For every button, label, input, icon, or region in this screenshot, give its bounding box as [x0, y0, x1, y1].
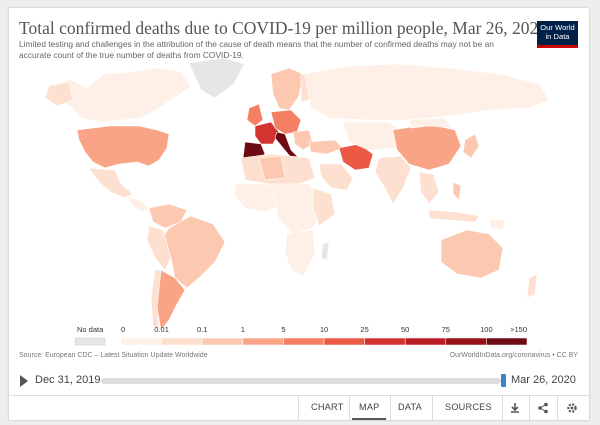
- timeline: Dec 31, 2019 Mar 26, 2020: [9, 370, 589, 392]
- legend-swatch: [486, 337, 528, 346]
- tab-divider: [502, 396, 503, 421]
- country-algeria[interactable]: [258, 155, 286, 181]
- map-legend: No data 0 0.01 0.1 1 5 10 25 50 75 100 >150: [74, 325, 528, 346]
- country-france[interactable]: [254, 121, 280, 145]
- share-icon[interactable]: [536, 401, 550, 415]
- tab-divider: [432, 396, 433, 421]
- chart-subtitle: Limited testing and challenges in the at…: [19, 39, 494, 60]
- legend-swatch: [323, 337, 365, 346]
- tab-chart[interactable]: CHART: [311, 402, 344, 412]
- play-icon[interactable]: [20, 375, 28, 387]
- legend-tick-label: 25: [360, 325, 368, 334]
- legend-tick-label: 0.01: [154, 325, 169, 334]
- country-russia[interactable]: [304, 63, 550, 121]
- legend-swatch: [161, 337, 203, 346]
- country-east-africa[interactable]: [312, 187, 336, 227]
- country-norway-sweden[interactable]: [270, 67, 304, 111]
- country-papua-new-guinea[interactable]: [488, 219, 506, 231]
- owid-logo[interactable]: Our World in Data: [537, 21, 578, 48]
- tab-divider: [349, 396, 350, 421]
- legend-swatch: [283, 337, 325, 346]
- legend-tick-label: 75: [442, 325, 450, 334]
- country-canada[interactable]: [48, 67, 192, 123]
- country-chile[interactable]: [150, 269, 162, 331]
- country-usa[interactable]: [76, 125, 170, 169]
- settings-icon[interactable]: [565, 401, 579, 415]
- country-india[interactable]: [374, 155, 412, 205]
- tab-bar: CHART MAP DATA SOURCES: [9, 395, 589, 421]
- legend-tick-label: >150: [510, 325, 527, 334]
- legend-tick-label: 0.1: [197, 325, 207, 334]
- legend-swatch: [364, 337, 406, 346]
- legend-swatch: [242, 337, 284, 346]
- timeline-track[interactable]: [101, 378, 501, 384]
- country-turkey[interactable]: [308, 139, 344, 155]
- country-uk-ireland[interactable]: [246, 103, 264, 127]
- country-indonesia[interactable]: [428, 209, 480, 223]
- chart-card: Total confirmed deaths due to COVID-19 p…: [9, 8, 589, 421]
- tab-divider: [390, 396, 391, 421]
- timeline-end-date: Mar 26, 2020: [511, 374, 576, 386]
- legend-tick-label: 5: [281, 325, 285, 334]
- country-southeast-asia[interactable]: [418, 171, 440, 205]
- tab-data[interactable]: DATA: [398, 402, 422, 412]
- legend-swatch: [201, 337, 244, 346]
- legend-swatch: [445, 337, 487, 346]
- legend-tick-label: 10: [320, 325, 328, 334]
- tab-map-active-indicator: [352, 418, 386, 420]
- country-southern-africa[interactable]: [284, 229, 316, 277]
- country-balkans[interactable]: [292, 129, 314, 151]
- timeline-handle[interactable]: [501, 374, 506, 387]
- source-link[interactable]: OurWorldInData.org/coronavirus • CC BY: [449, 352, 578, 359]
- legend-no-data-label: No data: [77, 325, 104, 334]
- country-saudi-arabia[interactable]: [318, 163, 354, 191]
- logo-line-1: Our World: [540, 23, 575, 32]
- country-mongolia[interactable]: [408, 117, 454, 129]
- country-kazakhstan-central-asia[interactable]: [342, 121, 406, 151]
- logo-line-2: in Data: [545, 31, 570, 41]
- tab-divider: [529, 396, 530, 421]
- country-australia[interactable]: [440, 229, 504, 279]
- country-peru-bolivia[interactable]: [146, 225, 172, 271]
- tab-map[interactable]: MAP: [359, 402, 380, 412]
- legend-no-data-swatch: [74, 337, 106, 346]
- download-icon[interactable]: [508, 401, 522, 415]
- country-central-america[interactable]: [126, 195, 150, 213]
- source-text: Source: European CDC – Latest Situation …: [19, 352, 208, 359]
- country-mexico[interactable]: [88, 167, 134, 199]
- country-new-zealand[interactable]: [526, 273, 538, 299]
- country-philippines[interactable]: [452, 181, 462, 201]
- chart-title: Total confirmed deaths due to COVID-19 p…: [19, 18, 548, 38]
- legend-tick-label: 50: [401, 325, 409, 334]
- timeline-start-date: Dec 31, 2019: [35, 374, 101, 386]
- legend-swatch: [404, 337, 447, 346]
- legend-tick-label: 100: [480, 325, 493, 334]
- tab-sources[interactable]: SOURCES: [445, 402, 492, 412]
- country-greenland[interactable]: [188, 57, 245, 99]
- tab-divider: [298, 396, 299, 421]
- legend-swatch: [120, 337, 162, 346]
- legend-tick-label: 0: [121, 325, 125, 334]
- country-alaska-region[interactable]: [44, 81, 74, 107]
- tab-divider: [557, 396, 558, 421]
- legend-tick-label: 1: [241, 325, 245, 334]
- world-map: [44, 57, 550, 331]
- country-central-africa[interactable]: [270, 183, 326, 235]
- country-japan-korea[interactable]: [462, 133, 480, 159]
- country-madagascar[interactable]: [320, 241, 330, 261]
